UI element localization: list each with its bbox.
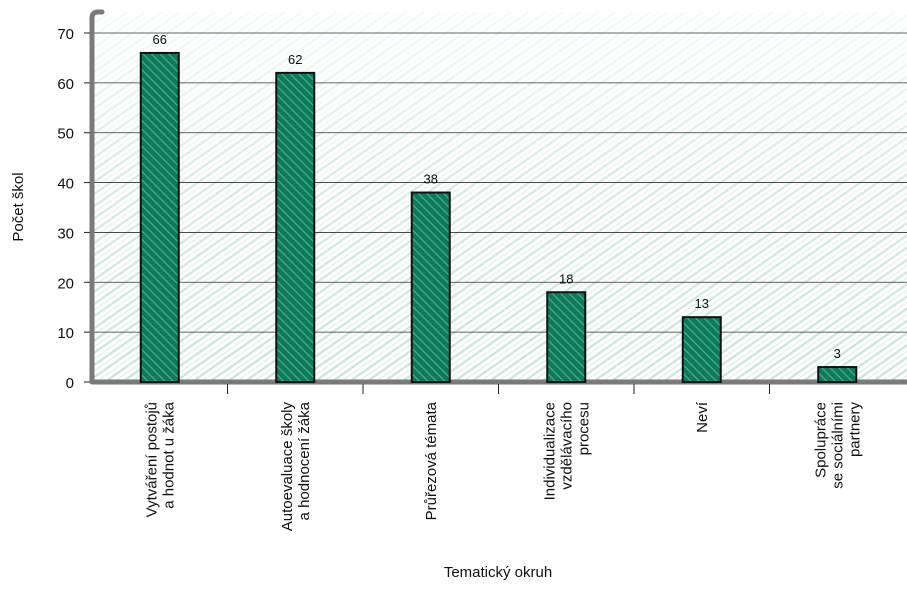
- bar: [546, 291, 587, 383]
- y-tick-label: 30: [57, 225, 74, 242]
- x-tick-label: Průřezová témata: [423, 401, 440, 520]
- x-tick-label: Autoevaluace školy a hodnocení žáka: [279, 401, 313, 531]
- y-axis-ticks: 0 10 20 30 40 50 60 70: [57, 26, 90, 392]
- data-labels: 66 62 38 18 13 3: [153, 32, 841, 361]
- x-axis-title: Tematický okruh: [444, 564, 552, 581]
- x-tick-label-line: Individualizace: [541, 402, 558, 500]
- x-tick-label-line: vzdělávacího: [558, 402, 575, 490]
- bar-value-label: 3: [834, 346, 841, 361]
- x-axis-ticks: [227, 384, 770, 394]
- x-tick-label-line: a hodnocení žáka: [296, 401, 313, 520]
- y-tick-label: 20: [57, 275, 74, 292]
- x-tick-label: Neví: [694, 401, 711, 433]
- x-tick-label: Vytváření postojů a hodnot u žáka: [143, 401, 177, 517]
- x-tick-label-line: se sociálními: [829, 402, 846, 489]
- y-tick-label: 50: [57, 126, 74, 143]
- x-tick-label-line: Průřezová témata: [423, 401, 440, 520]
- bar-value-label: 66: [153, 32, 167, 47]
- plot-frame: [89, 9, 907, 385]
- y-tick-label: 70: [57, 26, 74, 43]
- x-tick-label: Individualizace vzdělávacího procesu: [541, 402, 592, 500]
- bar-value-label: 13: [695, 296, 709, 311]
- x-tick-label-line: Autoevaluace školy: [279, 402, 296, 532]
- y-axis-title: Počet škol: [10, 172, 27, 241]
- x-tick-label-line: Neví: [694, 401, 711, 433]
- bar-value-label: 18: [559, 271, 573, 286]
- y-tick-label: 40: [57, 176, 74, 193]
- bar-value-label: 62: [288, 52, 302, 67]
- bars: [139, 51, 858, 383]
- x-tick-label-line: a hodnot u žáka: [160, 401, 177, 508]
- grid-lines: [92, 32, 907, 333]
- plot-background: [92, 12, 907, 382]
- bar: [817, 366, 858, 383]
- bar: [139, 51, 180, 383]
- y-axis-line: [89, 9, 105, 385]
- x-tick-label: Spolupráce se sociálními partnery: [812, 402, 863, 489]
- bar: [275, 71, 316, 383]
- x-axis-labels: Vytváření postojů a hodnot u žáka Autoeval…: [143, 401, 863, 531]
- x-tick-label-line: Vytváření postojů: [143, 402, 160, 517]
- x-tick-label-line: partnery: [846, 402, 863, 458]
- y-tick-label: 60: [57, 76, 74, 93]
- plot-area-fade: [92, 12, 907, 382]
- y-tick-label: 0: [66, 375, 74, 392]
- bar: [681, 316, 722, 383]
- bar: [410, 191, 451, 383]
- y-tick-label: 10: [57, 325, 74, 342]
- bar-value-label: 38: [424, 172, 438, 187]
- x-tick-label-line: Spolupráce: [812, 402, 829, 478]
- x-tick-label-line: procesu: [575, 402, 592, 455]
